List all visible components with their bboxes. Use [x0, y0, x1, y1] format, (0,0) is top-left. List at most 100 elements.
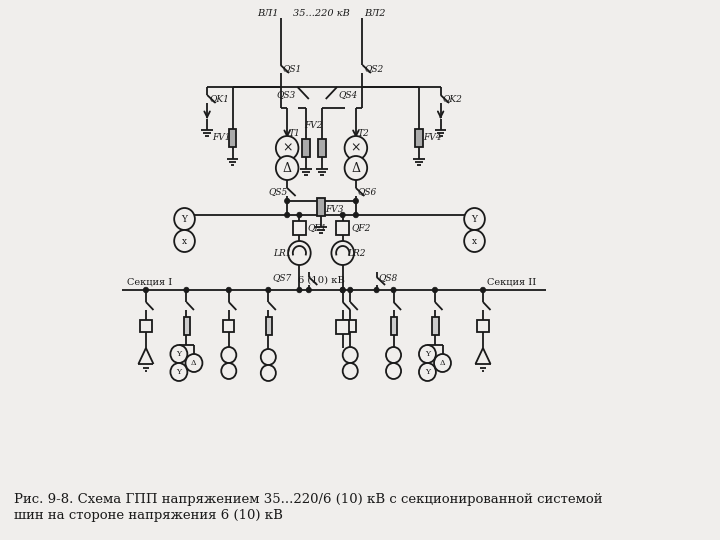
Circle shape	[343, 363, 358, 379]
Text: Y: Y	[425, 350, 430, 358]
Circle shape	[480, 287, 485, 293]
Text: LR1: LR1	[273, 248, 292, 258]
Text: 6 (10) кВ: 6 (10) кВ	[297, 275, 344, 285]
Circle shape	[391, 287, 396, 293]
Bar	[229, 129, 236, 147]
Text: x: x	[182, 237, 187, 246]
Circle shape	[331, 241, 354, 265]
Text: QS6: QS6	[358, 187, 377, 197]
Circle shape	[432, 287, 438, 293]
Circle shape	[464, 230, 485, 252]
Circle shape	[288, 241, 311, 265]
Circle shape	[221, 347, 236, 363]
Circle shape	[261, 349, 276, 365]
Text: QS5: QS5	[269, 187, 287, 197]
Text: Y: Y	[176, 368, 181, 376]
Text: Δ: Δ	[192, 359, 197, 367]
Text: FV4: FV4	[423, 133, 441, 143]
Text: QS4: QS4	[339, 91, 358, 99]
Text: Рис. 9-8. Схема ГПП напряжением 35...220/6 (10) кВ с секционированной системой: Рис. 9-8. Схема ГПП напряжением 35...220…	[14, 494, 603, 507]
Circle shape	[276, 136, 299, 160]
Circle shape	[297, 212, 302, 218]
Bar	[223, 320, 235, 332]
Circle shape	[276, 156, 299, 180]
Bar	[318, 139, 325, 157]
Text: QF2: QF2	[351, 224, 371, 233]
Text: QF1: QF1	[308, 224, 328, 233]
Bar	[477, 320, 489, 332]
Text: Δ: Δ	[283, 161, 292, 174]
Text: 35...220 кВ: 35...220 кВ	[292, 9, 349, 17]
Circle shape	[348, 287, 353, 293]
Circle shape	[143, 287, 148, 293]
Circle shape	[306, 287, 312, 293]
Circle shape	[386, 363, 401, 379]
Text: Δ: Δ	[440, 359, 445, 367]
Bar	[432, 317, 438, 335]
Circle shape	[186, 354, 202, 372]
Bar	[345, 320, 356, 332]
Text: ×: ×	[351, 141, 361, 154]
Text: QS7: QS7	[273, 273, 292, 282]
Circle shape	[340, 212, 346, 218]
Circle shape	[284, 198, 289, 204]
Text: FV1: FV1	[212, 133, 230, 143]
Circle shape	[297, 287, 302, 293]
Text: Δ: Δ	[351, 161, 361, 174]
Text: Y: Y	[176, 350, 181, 358]
Circle shape	[221, 363, 236, 379]
Text: QS2: QS2	[364, 64, 384, 73]
Text: ×: ×	[282, 141, 292, 154]
Text: шин на стороне напряжения 6 (10) кВ: шин на стороне напряжения 6 (10) кВ	[14, 510, 283, 523]
Circle shape	[464, 208, 485, 230]
Text: Секция I: Секция I	[127, 278, 172, 287]
Circle shape	[340, 287, 346, 293]
Text: ВЛ2: ВЛ2	[364, 9, 386, 17]
Circle shape	[171, 363, 187, 381]
Circle shape	[386, 347, 401, 363]
Bar	[336, 320, 349, 334]
Text: QK2: QK2	[443, 94, 462, 104]
Text: QS3: QS3	[276, 91, 296, 99]
Text: ВЛ1: ВЛ1	[257, 9, 279, 17]
Text: x: x	[472, 237, 477, 246]
Bar	[140, 320, 152, 332]
Circle shape	[226, 287, 231, 293]
Circle shape	[174, 208, 195, 230]
Circle shape	[261, 365, 276, 381]
Circle shape	[345, 156, 367, 180]
Circle shape	[354, 198, 359, 204]
Text: Y: Y	[425, 368, 430, 376]
Text: QS8: QS8	[379, 273, 397, 282]
Circle shape	[354, 212, 359, 218]
Bar	[293, 221, 306, 235]
Circle shape	[340, 287, 346, 293]
Circle shape	[419, 363, 436, 381]
Text: FV2: FV2	[304, 122, 323, 131]
Circle shape	[434, 354, 451, 372]
Circle shape	[184, 287, 189, 293]
Bar	[318, 198, 325, 216]
Text: QS1: QS1	[282, 64, 302, 73]
Bar	[184, 317, 190, 335]
Bar	[391, 317, 397, 335]
Text: Y: Y	[472, 214, 477, 224]
Circle shape	[419, 345, 436, 363]
Circle shape	[374, 287, 379, 293]
Text: Секция II: Секция II	[487, 278, 536, 287]
Text: FV3: FV3	[325, 206, 343, 214]
Bar	[302, 139, 310, 157]
Circle shape	[266, 287, 271, 293]
Circle shape	[345, 136, 367, 160]
Text: LR2: LR2	[348, 248, 366, 258]
Circle shape	[284, 212, 289, 218]
Bar	[266, 317, 272, 335]
Text: QK1: QK1	[209, 94, 229, 104]
Circle shape	[171, 345, 187, 363]
Text: T2: T2	[358, 130, 369, 138]
Text: T1: T1	[289, 130, 301, 138]
Bar	[336, 221, 349, 235]
Text: Y: Y	[181, 214, 187, 224]
Bar	[415, 129, 423, 147]
Circle shape	[174, 230, 195, 252]
